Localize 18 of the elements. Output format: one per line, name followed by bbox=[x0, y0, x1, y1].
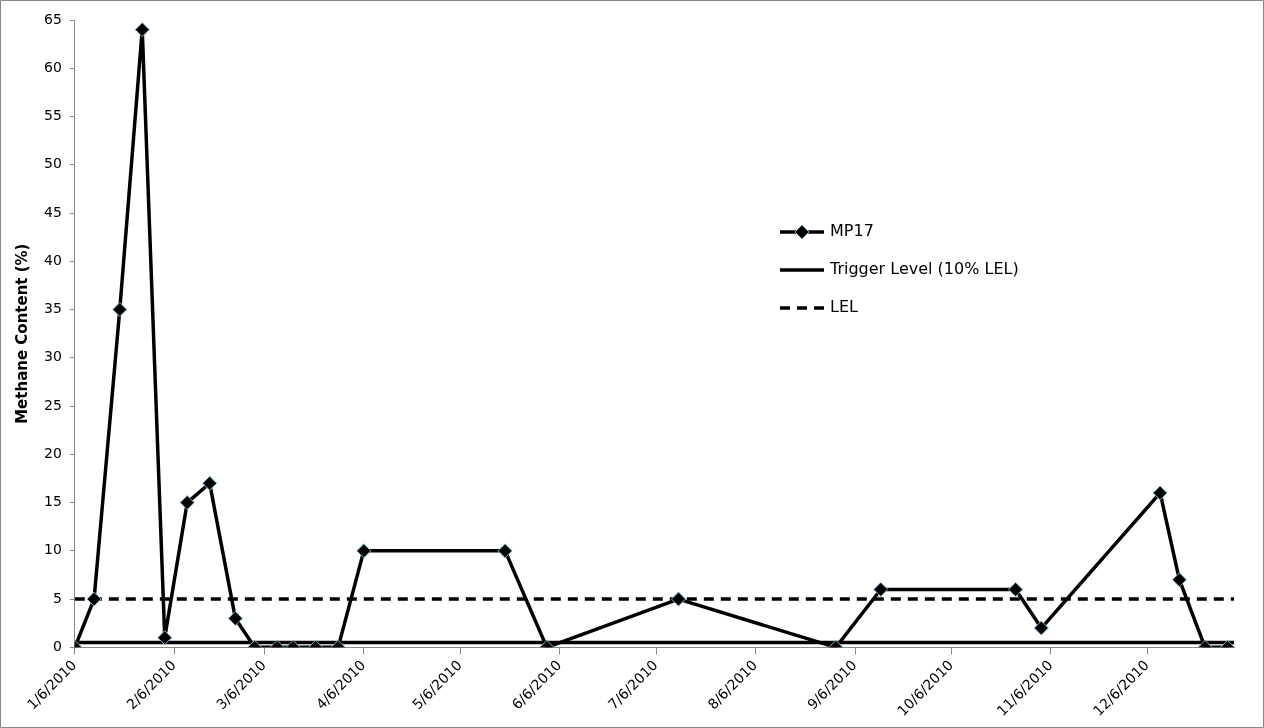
y-tick-label: 60 bbox=[43, 58, 62, 75]
y-tick-label: 20 bbox=[43, 444, 62, 461]
y-tick-label: 50 bbox=[43, 155, 62, 172]
y-axis-title: Methane Content (%) bbox=[12, 243, 31, 424]
y-tick-label: 55 bbox=[43, 107, 62, 124]
legend-label: MP17 bbox=[830, 221, 874, 241]
y-tick-label: 40 bbox=[43, 251, 62, 268]
y-tick-label: 45 bbox=[43, 203, 62, 220]
y-tick-label: 5 bbox=[52, 589, 62, 606]
legend-label: Trigger Level (10% LEL) bbox=[829, 259, 1019, 279]
y-tick-label: 10 bbox=[43, 541, 62, 558]
y-tick-label: 35 bbox=[43, 300, 62, 317]
y-tick-label: 25 bbox=[43, 396, 62, 413]
legend-label: LEL bbox=[830, 297, 859, 317]
y-tick-label: 30 bbox=[43, 348, 62, 365]
y-tick-label: 0 bbox=[52, 638, 62, 654]
y-tick-label: 15 bbox=[43, 493, 62, 510]
y-tick-label: 65 bbox=[43, 10, 62, 27]
